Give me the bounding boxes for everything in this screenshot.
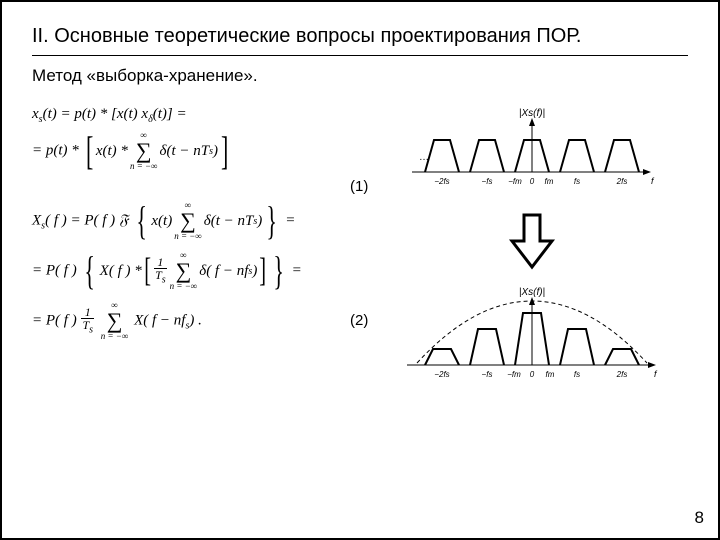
eq-line-4: = P( f ) { X( f ) * [ 1 Ts ∞ ∑ [32,251,372,291]
arrow-down-icon [507,211,557,271]
txt: (t) = p(t) * [x(t) x [43,106,149,122]
eq-number-2: (2) [350,312,368,329]
page-number: 8 [695,508,704,528]
svg-text:fm: fm [546,370,555,379]
txt: x(t) * [96,143,128,160]
svg-text:f: f [651,176,655,186]
figures-block: |Xs(f)| f … [392,100,672,403]
txt: X( f ) * [100,263,142,280]
eq-line-5: = P( f ) 1 Ts ∞ ∑ n = −∞ X( f − nfs) . [32,301,372,341]
txt: = p(t) * [32,142,79,158]
slide: II. Основные теоретические вопросы проек… [0,0,720,540]
txt: δ( f − nf [199,263,248,280]
txt: (t)] = [153,106,187,122]
svg-text:2fs: 2fs [616,177,628,186]
eq-line-3: Xs( f ) = P( f ) 𝔉 { x(t) ∞ ∑ n = −∞ δ(t… [32,201,372,241]
sigma-icon: ∞ ∑ n = −∞ [130,131,158,171]
svg-text:−fs: −fs [482,177,493,186]
txt: x [32,106,39,122]
txt: ) [257,213,262,230]
eq-number-1: (1) [350,178,368,195]
txt: = [292,262,302,278]
svg-text:−fs: −fs [482,370,493,379]
eq-line-1: xs(t) = p(t) * [x(t) xδ(t)] = [32,106,372,125]
formulas-block: xs(t) = p(t) * [x(t) xδ(t)] = = p(t) * [… [32,100,372,347]
txt: = P( f ) [32,312,77,328]
svg-text:|Xs(f)|: |Xs(f)| [519,108,545,119]
svg-text:2fs: 2fs [616,370,628,379]
svg-text:0: 0 [530,177,535,186]
svg-text:0: 0 [530,370,535,379]
sigma-icon: ∞ ∑ n = −∞ [101,301,129,341]
txt: x(t) [151,213,172,230]
svg-text:−fm: −fm [508,177,522,186]
fraction: 1 Ts [154,256,167,285]
txt: ) . [189,312,202,328]
fraction: 1 Ts [81,306,94,335]
txt: δ(t − nT [160,143,210,160]
txt: X [32,212,41,228]
txt: ) [252,263,257,280]
txt: ) [213,143,218,160]
sigma-icon: ∞ ∑ n = −∞ [170,251,198,291]
content-row: xs(t) = p(t) * [x(t) xδ(t)] = = p(t) * [… [32,100,688,403]
svg-text:fm: fm [545,177,554,186]
svg-text:|Xs(f)|: |Xs(f)| [519,287,545,298]
svg-text:fs: fs [574,370,580,379]
sigma-icon: ∞ ∑ n = −∞ [174,201,202,241]
svg-text:−2fs: −2fs [434,370,449,379]
svg-text:f: f [654,369,658,379]
eq-line-2: = p(t) * [ x(t) * ∞ ∑ n = −∞ δ(t − nTs) … [32,131,372,171]
txt: = [285,212,295,228]
txt: = P( f ) [32,262,77,278]
slide-subtitle: Метод «выборка-хранение». [32,66,688,86]
spectrum-shaped-figure: |Xs(f)| f [402,283,662,393]
slide-title: II. Основные теоретические вопросы проек… [32,24,688,56]
txt: X( f − nf [134,312,185,328]
svg-text:−fm: −fm [507,370,521,379]
txt: δ(t − nT [204,213,254,230]
svg-text:−2fs: −2fs [434,177,449,186]
txt: ( f ) = P( f ) 𝔉 [45,212,128,228]
svg-text:fs: fs [574,177,580,186]
spectrum-flat-figure: |Xs(f)| f … [407,104,657,199]
